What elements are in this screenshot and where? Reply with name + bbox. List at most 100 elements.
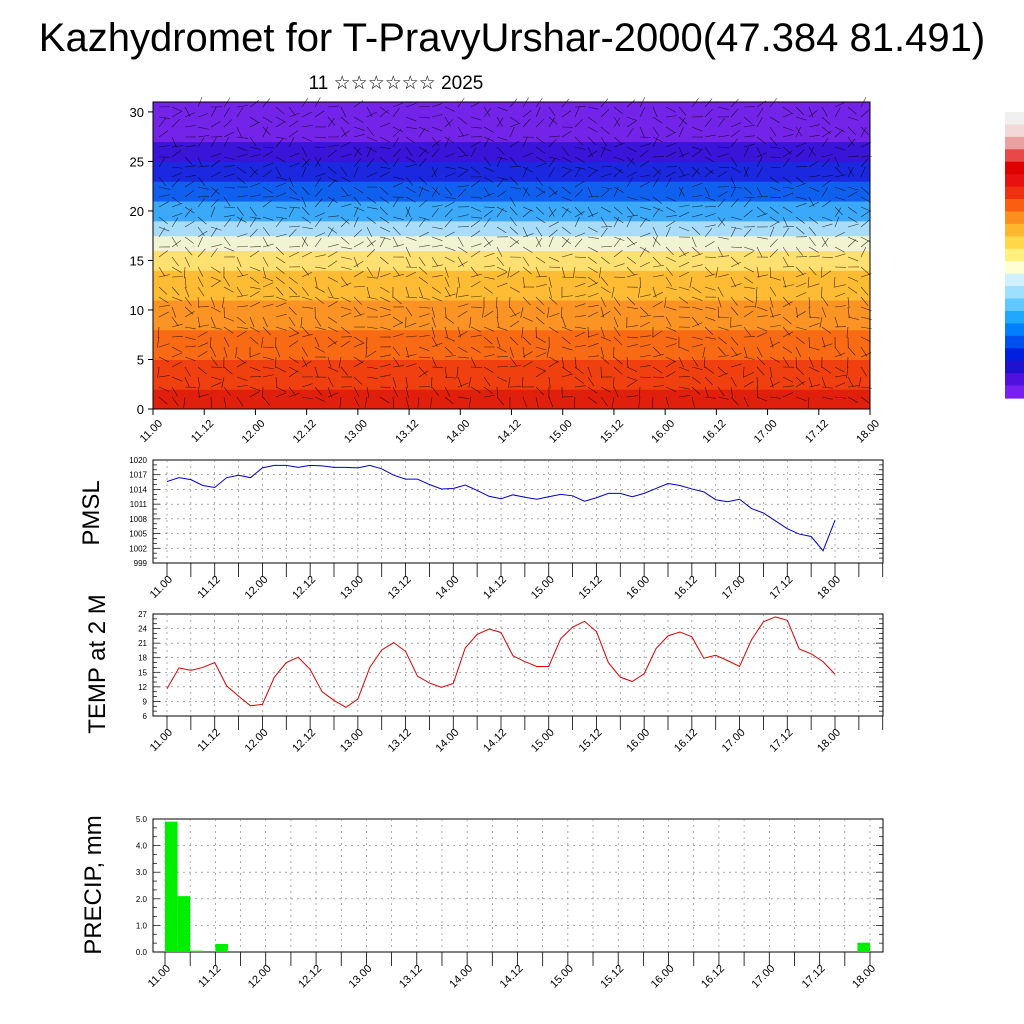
wind-vector	[834, 374, 846, 378]
wind-vector	[678, 395, 690, 398]
wind-vector	[860, 239, 870, 248]
wind-vector	[314, 386, 323, 396]
wind-vector	[496, 190, 507, 198]
y-tick-label: 3.0	[136, 868, 148, 877]
wind-vector	[730, 261, 741, 268]
y-tick-label: 1017	[129, 471, 147, 480]
wind-vector	[223, 196, 231, 207]
wind-vector	[457, 396, 469, 400]
wind-vector	[392, 182, 404, 188]
wind-vector	[405, 386, 409, 398]
wind-vector	[691, 205, 703, 208]
colorbar-swatch	[1005, 286, 1024, 300]
wind-vector	[483, 192, 495, 198]
wind-vector	[689, 276, 693, 288]
wind-vector	[730, 198, 739, 208]
wind-vector	[548, 296, 558, 305]
wind-vector	[483, 156, 491, 166]
time-tick-label: 13.12	[393, 418, 421, 446]
wind-vector	[600, 396, 608, 407]
wind-vector	[626, 325, 638, 328]
wind-vector	[626, 177, 633, 188]
wind-vector	[860, 236, 871, 243]
time-tick-label: 15.12	[577, 727, 605, 755]
wind-vector	[846, 326, 849, 338]
wind-vector	[626, 273, 638, 278]
wind-vector	[353, 196, 362, 206]
wind-vector	[782, 246, 790, 257]
wind-vector	[600, 256, 610, 264]
wind-vector	[405, 376, 408, 388]
wind-vector	[769, 166, 781, 169]
wind-vector	[782, 356, 790, 367]
wind-vector	[210, 137, 217, 148]
wind-vector	[756, 157, 763, 168]
wind-vector	[340, 216, 350, 225]
wind-vector	[288, 276, 298, 284]
time-tick-label: 12.12	[291, 418, 319, 446]
wind-vector	[197, 186, 209, 190]
wind-vector	[392, 296, 402, 305]
wind-vector	[431, 103, 443, 108]
wind-vector	[795, 196, 807, 200]
wind-vector	[158, 145, 170, 148]
wind-vector	[157, 326, 160, 338]
wind-vector	[821, 116, 831, 125]
wind-vector	[509, 156, 518, 166]
wind-vector	[223, 346, 228, 358]
wind-vector	[236, 176, 246, 185]
time-tick-label: 16.00	[649, 418, 677, 446]
wind-vector	[652, 346, 661, 356]
wind-vector	[431, 244, 443, 248]
wind-vector	[821, 256, 833, 259]
wind-vector	[197, 156, 203, 168]
wind-vector	[665, 306, 677, 311]
wind-vector	[340, 326, 350, 334]
wind-vector	[535, 206, 545, 215]
time-tick-label: 13.12	[397, 963, 425, 991]
y-tick-label: 1020	[129, 456, 147, 465]
wind-vector	[158, 396, 168, 405]
wind-vector	[301, 158, 310, 168]
wind-vector	[431, 166, 437, 178]
wind-vector	[314, 177, 322, 188]
wind-vector	[470, 243, 482, 248]
wind-vector	[743, 198, 752, 208]
wind-vector	[340, 266, 352, 270]
wind-vector	[184, 366, 191, 377]
time-tick-label: 11.12	[189, 418, 216, 445]
wind-vector	[223, 186, 235, 189]
y-tick-label: 9	[143, 697, 148, 706]
wind-vector	[470, 126, 482, 129]
wind-vector	[639, 344, 651, 348]
wind-vector	[184, 208, 193, 218]
wind-vector	[613, 386, 619, 398]
wind-vector	[639, 160, 650, 168]
wind-vector	[457, 146, 467, 155]
time-tick-label: 17.12	[803, 418, 831, 446]
wind-vector	[730, 138, 739, 148]
wind-vector	[678, 376, 690, 378]
wind-vector	[184, 336, 196, 341]
wind-vector	[652, 376, 665, 378]
wind-vector	[600, 346, 605, 358]
wind-vector	[210, 336, 212, 348]
wind-vector	[678, 117, 686, 128]
wind-vector	[743, 366, 745, 379]
wind-vector	[353, 206, 365, 212]
colorbar-swatch	[1005, 348, 1024, 362]
wind-vector	[392, 356, 400, 367]
wind-vector	[327, 244, 339, 248]
wind-vector	[353, 166, 359, 178]
wind-vector	[561, 196, 573, 202]
wind-vector	[691, 150, 702, 158]
wind-vector	[704, 336, 716, 340]
wind-vector	[548, 116, 558, 125]
time-tick-label: 16.12	[699, 963, 727, 991]
wind-vector	[210, 107, 217, 118]
wind-vector	[418, 231, 430, 238]
wind-vector	[157, 366, 160, 378]
wind-vector	[444, 396, 454, 405]
colorbar-swatch	[1005, 385, 1024, 399]
wind-vector	[366, 146, 377, 153]
